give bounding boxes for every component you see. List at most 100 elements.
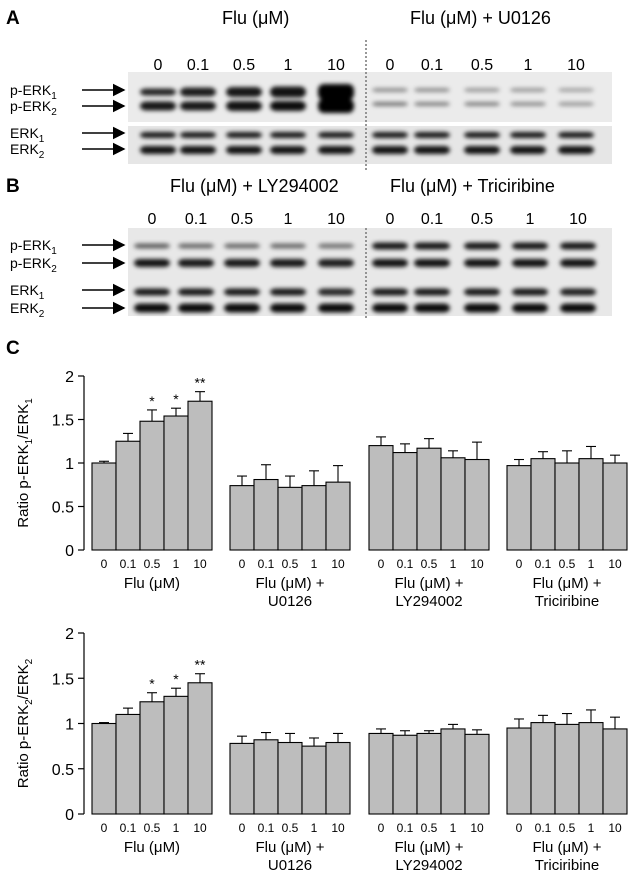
lane-label: 10 bbox=[567, 57, 585, 74]
blot-b-left-header: Flu (μM) + LY294002 bbox=[170, 176, 339, 196]
bar bbox=[163, 415, 189, 551]
blot-band bbox=[464, 88, 500, 92]
band-label: ERK1 bbox=[10, 125, 45, 145]
bar bbox=[325, 741, 351, 815]
group-label: LY294002 bbox=[395, 593, 462, 610]
blot-band bbox=[464, 259, 500, 267]
x-tick-label: 1 bbox=[311, 821, 318, 835]
lane-label: 0.5 bbox=[231, 211, 253, 228]
blot-band bbox=[270, 288, 306, 296]
bar bbox=[416, 447, 442, 551]
blot-a-right-header: Flu (μM) + U0126 bbox=[410, 8, 551, 28]
bar bbox=[368, 732, 394, 815]
blot-band bbox=[178, 288, 214, 296]
bar bbox=[392, 734, 418, 815]
lane-label: 0 bbox=[148, 211, 157, 228]
bar bbox=[530, 458, 556, 551]
y-tick-label: 1.5 bbox=[52, 671, 74, 688]
blot-band bbox=[226, 132, 262, 138]
blot-band bbox=[226, 101, 262, 111]
group-label: LY294002 bbox=[395, 857, 462, 874]
blot-band bbox=[464, 146, 500, 154]
blot-band bbox=[180, 132, 216, 138]
x-tick-label: 0.1 bbox=[535, 821, 552, 835]
bar bbox=[578, 458, 604, 551]
blot-band bbox=[414, 102, 450, 106]
bar bbox=[115, 440, 141, 551]
y-tick-label: 2 bbox=[65, 369, 74, 386]
blot-band bbox=[414, 88, 450, 92]
significance-marker: * bbox=[173, 391, 179, 407]
bar bbox=[277, 486, 303, 551]
x-tick-label: 0.1 bbox=[258, 821, 275, 835]
significance-marker: * bbox=[149, 676, 155, 692]
bar bbox=[91, 462, 117, 551]
group-label: Flu (μM) bbox=[124, 839, 180, 856]
bar bbox=[253, 478, 279, 551]
bar bbox=[301, 485, 327, 551]
lane-label: 10 bbox=[327, 57, 345, 74]
blot-band bbox=[178, 243, 214, 249]
significance-marker: ** bbox=[195, 375, 206, 391]
bar bbox=[368, 445, 394, 551]
bar bbox=[602, 462, 628, 551]
blot-band bbox=[464, 132, 500, 138]
x-tick-label: 0 bbox=[239, 557, 246, 571]
blot-band bbox=[372, 288, 408, 296]
lane-label: 0.1 bbox=[421, 211, 443, 228]
blot-band bbox=[372, 146, 408, 154]
blot-band bbox=[464, 102, 500, 106]
blot-band bbox=[512, 303, 548, 313]
significance-marker: * bbox=[173, 671, 179, 687]
band-label: p-ERK2 bbox=[10, 255, 57, 275]
blot-a-image bbox=[128, 40, 612, 170]
blot-band bbox=[270, 101, 306, 111]
lane-label: 0 bbox=[386, 211, 395, 228]
bar bbox=[187, 682, 213, 815]
blot-band bbox=[464, 303, 500, 313]
blot-band bbox=[270, 259, 306, 267]
x-tick-label: 0.1 bbox=[258, 557, 275, 571]
x-tick-label: 1 bbox=[450, 557, 457, 571]
blot-band bbox=[224, 259, 260, 267]
group-label: Flu (μM) + bbox=[394, 575, 463, 592]
y-tick-label: 1 bbox=[65, 717, 74, 734]
blot-band bbox=[224, 288, 260, 296]
blot-band bbox=[558, 88, 594, 92]
y-tick-label: 1 bbox=[65, 456, 74, 473]
blot-band bbox=[224, 243, 260, 249]
x-tick-label: 0 bbox=[516, 821, 523, 835]
x-tick-label: 0.5 bbox=[282, 821, 299, 835]
x-tick-label: 1 bbox=[311, 557, 318, 571]
bar bbox=[277, 741, 303, 815]
x-tick-label: 0.5 bbox=[421, 557, 438, 571]
y-tick-label: 0.5 bbox=[52, 500, 74, 517]
x-tick-label: 10 bbox=[193, 821, 207, 835]
x-tick-label: 1 bbox=[588, 557, 595, 571]
y-tick-label: 0.5 bbox=[52, 762, 74, 779]
bar bbox=[91, 722, 117, 815]
bar bbox=[187, 400, 213, 551]
blot-band bbox=[512, 259, 548, 267]
blot-band bbox=[270, 303, 306, 313]
blot-band bbox=[372, 259, 408, 267]
blot-band bbox=[560, 242, 596, 250]
blot-band bbox=[372, 102, 408, 106]
panel-label-b: B bbox=[6, 176, 20, 197]
blot-band bbox=[372, 303, 408, 313]
blot-band bbox=[180, 101, 216, 111]
x-tick-label: 0.1 bbox=[120, 821, 137, 835]
bar bbox=[554, 462, 580, 551]
blot-b-lane-labels: 0 0.1 0.5 1 10 0 0.1 0.5 1 10 bbox=[148, 211, 587, 228]
blot-band bbox=[558, 102, 594, 106]
band-label: p-ERK1 bbox=[10, 82, 57, 102]
y-tick-label: 0 bbox=[65, 543, 74, 560]
blot-band bbox=[318, 84, 354, 100]
bar bbox=[554, 723, 580, 815]
blot-band bbox=[560, 259, 596, 267]
x-tick-label: 0 bbox=[516, 557, 523, 571]
bar bbox=[139, 701, 165, 815]
blot-band bbox=[140, 132, 176, 138]
